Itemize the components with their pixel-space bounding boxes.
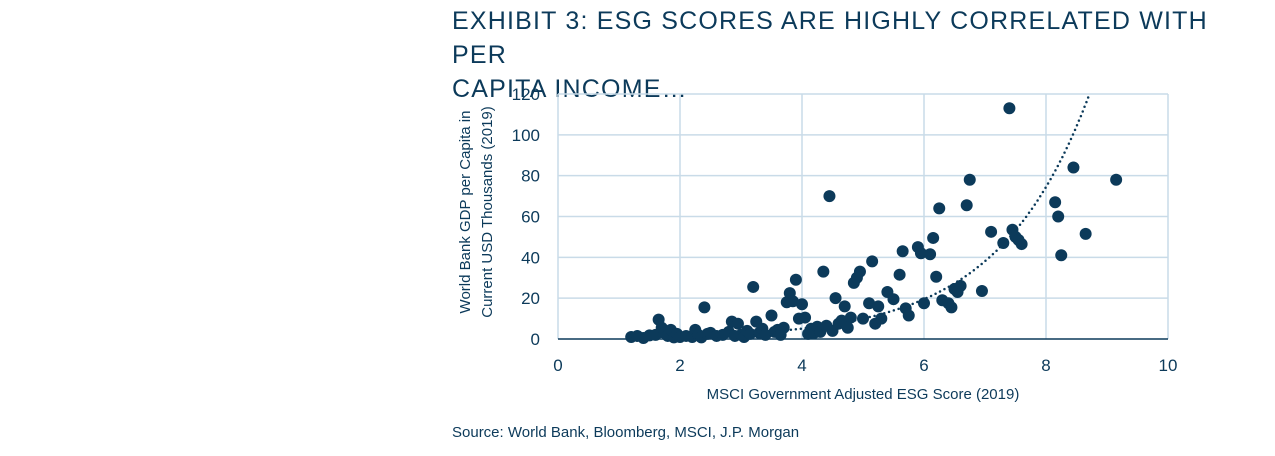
chart-title-line-2: CAPITA INCOME… xyxy=(452,75,688,103)
data-point xyxy=(838,300,851,313)
data-point xyxy=(744,327,757,340)
data-point xyxy=(924,248,937,261)
data-point xyxy=(1067,161,1080,174)
data-point xyxy=(817,265,830,278)
data-point xyxy=(954,279,967,292)
data-point xyxy=(1003,102,1016,115)
y-tick-label: 20 xyxy=(521,289,540,308)
data-point xyxy=(731,317,744,330)
source-note: Source: World Bank, Bloomberg, MSCI, J.P… xyxy=(452,424,800,441)
data-point xyxy=(1110,173,1123,186)
data-point xyxy=(914,247,927,260)
data-point xyxy=(799,311,812,324)
data-point xyxy=(841,321,854,334)
data-point xyxy=(747,280,760,293)
data-point xyxy=(777,321,790,334)
data-point xyxy=(765,309,778,322)
x-tick-label: 2 xyxy=(675,356,684,375)
data-point xyxy=(796,298,808,311)
data-point xyxy=(789,273,802,286)
y-tick-label: 120 xyxy=(512,85,540,104)
data-point xyxy=(933,202,946,215)
data-point xyxy=(945,301,958,314)
y-tick-label: 0 xyxy=(531,330,540,349)
y-axis-label: World Bank GDP per Capita in Current USD… xyxy=(457,106,496,318)
chart-title-line-1: EXHIBIT 3: ESG SCORES ARE HIGHLY CORRELA… xyxy=(452,7,1208,69)
data-point xyxy=(927,231,940,244)
data-point xyxy=(872,300,885,313)
data-point xyxy=(918,297,930,310)
data-point xyxy=(857,312,869,325)
y-tick-label: 100 xyxy=(512,126,540,145)
chart-title: EXHIBIT 3: ESG SCORES ARE HIGHLY CORRELA… xyxy=(452,4,1252,106)
y-axis-label-line-1: World Bank GDP per Capita in xyxy=(457,111,474,314)
y-tick-label: 40 xyxy=(521,248,540,267)
x-tick-label: 0 xyxy=(553,356,562,375)
data-point xyxy=(759,328,772,341)
data-point xyxy=(823,190,836,203)
data-point xyxy=(1052,210,1065,223)
x-axis-label: MSCI Government Adjusted ESG Score (2019… xyxy=(707,386,1020,403)
data-point xyxy=(863,297,876,310)
data-point xyxy=(997,237,1010,250)
data-point xyxy=(1055,249,1068,262)
data-point xyxy=(853,265,866,278)
y-axis-label-line-2: Current USD Thousands (2019) xyxy=(479,106,496,318)
data-point xyxy=(829,292,842,305)
x-tick-label: 8 xyxy=(1041,356,1050,375)
data-point xyxy=(698,301,711,314)
data-point xyxy=(930,270,943,283)
x-tick-label: 4 xyxy=(797,356,806,375)
tick-labels: 0 20 40 60 80 100 120 0 2 4 6 8 10 xyxy=(512,85,1178,375)
data-point xyxy=(893,268,906,281)
data-point xyxy=(786,295,799,308)
trendline-path xyxy=(629,92,1091,339)
data-point xyxy=(963,173,976,186)
data-point xyxy=(844,311,857,324)
gridlines xyxy=(558,93,1169,339)
x-tick-label: 10 xyxy=(1159,356,1178,375)
data-point xyxy=(866,255,879,268)
x-tick-label: 6 xyxy=(919,356,928,375)
data-point xyxy=(975,285,988,298)
data-point xyxy=(985,225,998,238)
y-tick-label: 80 xyxy=(521,167,540,186)
trendline xyxy=(629,92,1091,339)
data-point xyxy=(960,199,973,212)
data-point xyxy=(1015,238,1028,251)
data-point xyxy=(1049,196,1062,209)
data-point xyxy=(1079,227,1092,240)
data-point xyxy=(887,293,900,306)
data-point xyxy=(896,245,909,258)
data-points xyxy=(625,102,1123,344)
data-point xyxy=(875,312,888,325)
data-point xyxy=(902,309,915,322)
y-tick-label: 60 xyxy=(521,208,540,227)
